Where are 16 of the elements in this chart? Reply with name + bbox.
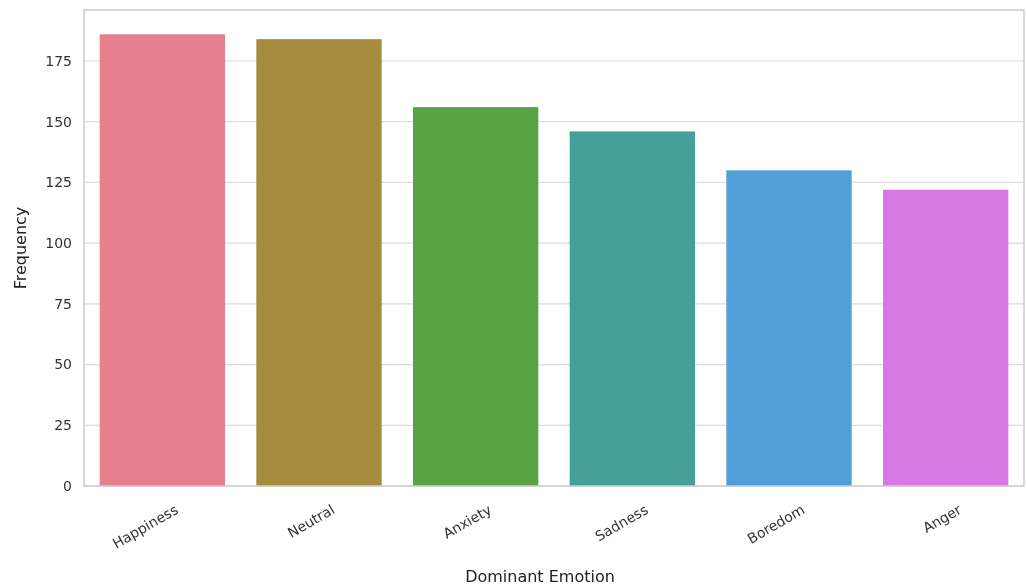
- y-tick-label: 175: [45, 52, 72, 69]
- y-axis-title: Frequency: [11, 206, 30, 290]
- y-tick-label: 25: [54, 417, 72, 434]
- bar: [413, 107, 539, 486]
- x-axis-title: Dominant Emotion: [465, 567, 615, 585]
- y-tick-label: 75: [54, 295, 72, 312]
- y-tick-label: 50: [54, 356, 72, 373]
- bar: [569, 131, 695, 486]
- bar: [726, 170, 852, 486]
- y-tick-label: 150: [45, 113, 72, 130]
- y-tick-label: 100: [45, 235, 72, 252]
- bar: [256, 39, 382, 486]
- bar: [883, 189, 1009, 486]
- y-tick-label: 0: [63, 477, 72, 494]
- y-tick-label: 125: [45, 174, 72, 191]
- bar: [99, 34, 225, 486]
